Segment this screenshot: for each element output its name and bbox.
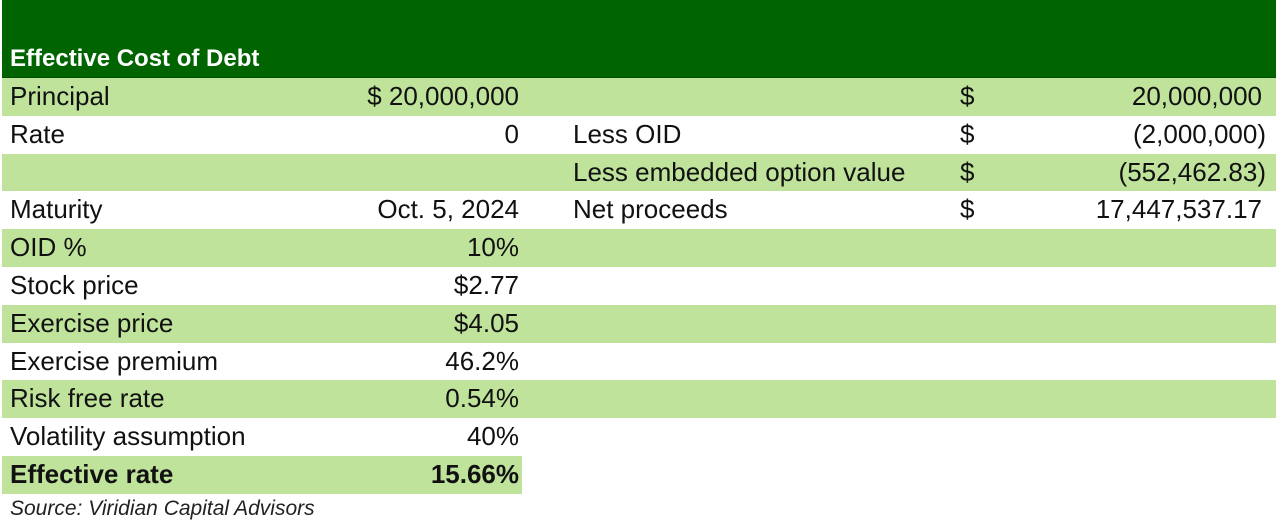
table-row-rate: Rate 0 Less OID $ (2,000,000)	[2, 115, 1276, 154]
row-label: Rate	[10, 118, 65, 149]
row-label-secondary: Less embedded option value	[573, 156, 906, 187]
table-title: Effective Cost of Debt	[10, 45, 260, 72]
row-label: Exercise premium	[10, 345, 219, 376]
row-label: Exercise price	[10, 307, 174, 338]
row-value: 40%	[466, 421, 519, 452]
row-label: Risk free rate	[10, 383, 165, 414]
row-currency: $	[960, 156, 975, 187]
table-row-exercise-price: Exercise price $4.05	[2, 304, 1276, 343]
table-header: Effective Cost of Debt	[2, 0, 1276, 78]
row-currency: $	[960, 81, 975, 111]
row-value: $2.77	[453, 269, 519, 300]
table-row-effective-rate: Effective rate 15.66%	[2, 455, 1276, 494]
row-label: Principal	[10, 81, 110, 111]
row-label: Volatility assumption	[10, 421, 246, 452]
table-row-risk-free-rate: Risk free rate 0.54%	[2, 380, 1276, 419]
table-row-stock-price: Stock price $2.77	[2, 266, 1276, 305]
row-value: 0.54%	[445, 383, 519, 414]
row-label-secondary: Net proceeds	[573, 194, 728, 225]
table-row-maturity: Maturity Oct. 5, 2024 Net proceeds $ 17,…	[2, 191, 1276, 230]
table-row-volatility: Volatility assumption 40%	[2, 418, 1276, 456]
row-currency: $	[960, 118, 975, 149]
row-currency: $	[960, 194, 975, 225]
table-row-oid-pct: OID % 10%	[2, 229, 1276, 267]
row-amount: (2,000,000)	[1133, 118, 1266, 149]
row-value: Oct. 5, 2024	[377, 194, 519, 225]
row-value: $ 20,000,000	[367, 81, 519, 111]
row-amount: 17,447,537.17	[1095, 194, 1262, 225]
row-amount: (552,462.83)	[1118, 156, 1266, 187]
row-label-secondary: Less OID	[573, 118, 682, 149]
row-value: 10%	[466, 232, 519, 263]
cost-of-debt-table: Effective Cost of Debt Principal $ 20,00…	[2, 0, 1276, 494]
row-label: Maturity	[10, 194, 103, 225]
row-label: Stock price	[10, 269, 139, 300]
row-value: 46.2%	[445, 345, 519, 376]
row-value: $4.05	[453, 307, 519, 338]
row-label: OID %	[10, 232, 87, 263]
table-row-exercise-premium: Exercise premium 46.2%	[2, 342, 1276, 381]
row-amount: 20,000,000	[1131, 81, 1262, 111]
row-label: Effective rate	[10, 458, 174, 489]
row-value: 15.66%	[430, 458, 519, 489]
highlight-band	[2, 455, 522, 494]
source-note: Source: Viridian Capital Advisors	[10, 497, 315, 520]
table-row-option-value: Less embedded option value $ (552,462.83…	[2, 153, 1276, 192]
row-value: 0	[504, 118, 519, 149]
table-row-principal: Principal $ 20,000,000 $ 20,000,000	[2, 78, 1276, 116]
